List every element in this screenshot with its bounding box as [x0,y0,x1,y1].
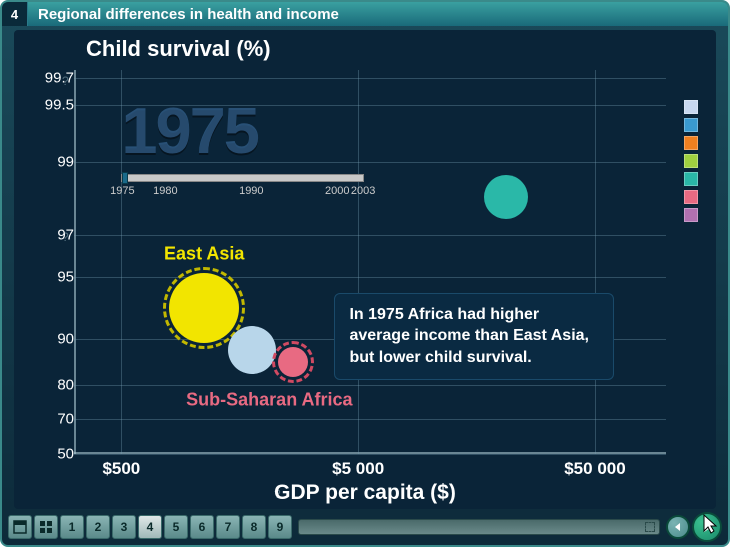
legend-swatch[interactable] [684,172,698,186]
legend-swatch[interactable] [684,190,698,204]
play-button[interactable] [692,512,722,542]
gridline-h [74,78,666,79]
gridline-h [74,454,666,455]
timeline-tick: 2000 [325,185,349,197]
chart-area: Child survival (%) ? ? ? 197519751980199… [14,30,716,509]
y-tick-label: 97 [32,227,74,244]
legend-swatch[interactable] [684,118,698,132]
bubble-pale-blue[interactable] [228,326,276,374]
legend [684,100,698,222]
x-tick-label: $50 000 [564,459,625,479]
timeline-tick: 1975 [110,185,134,197]
slide-title: Regional differences in health and incom… [28,6,339,23]
bubble-teal-region[interactable] [484,175,528,219]
page-button-8[interactable]: 8 [242,515,266,539]
page-button-2[interactable]: 2 [86,515,110,539]
timeline-tick: 2003 [351,185,375,197]
y-tick-label: 99.5 [32,96,74,113]
bubble-east-asia[interactable] [169,273,239,343]
timeline-tick: 1980 [153,185,177,197]
timeline-tick: 1990 [239,185,263,197]
legend-swatch[interactable] [684,100,698,114]
year-timeline[interactable]: 19751980199020002003 [121,174,364,182]
back-button[interactable] [666,515,690,539]
timeline-cursor[interactable] [122,172,128,184]
grid-button[interactable] [34,515,58,539]
timeline-scrubber[interactable] [298,519,660,535]
y-axis-title: Child survival (%) [86,36,271,62]
bubble-label-sub-saharan-africa: Sub-Saharan Africa [186,390,352,411]
bottom-toolbar: 123456789 [6,513,724,541]
x-tick-label: $500 [102,459,140,479]
y-tick-label: 70 [32,411,74,428]
gridline-v [595,70,596,454]
y-tick-label: 99 [32,154,74,171]
y-tick-label: 95 [32,269,74,286]
gridline-h [74,235,666,236]
layout-button[interactable] [8,515,32,539]
gridline-v [358,70,359,454]
y-tick-label: 80 [32,376,74,393]
y-tick-label: 99.7 [32,69,74,86]
page-button-5[interactable]: 5 [164,515,188,539]
slide-number: 4 [2,2,28,26]
page-button-3[interactable]: 3 [112,515,136,539]
x-axis-title: GDP per capita ($) [14,481,716,505]
plot-area[interactable]: 197519751980199020002003East AsiaSub-Sah… [74,70,666,454]
y-axis-line [74,70,76,454]
title-bar: 4 Regional differences in health and inc… [2,2,728,26]
year-display: 1975 [121,93,258,168]
gridline-h [74,419,666,420]
page-button-4[interactable]: 4 [138,515,162,539]
legend-swatch[interactable] [684,136,698,150]
gridline-h [74,385,666,386]
y-tick-label: 50 [32,446,74,463]
page-button-7[interactable]: 7 [216,515,240,539]
legend-swatch[interactable] [684,208,698,222]
bubble-sub-saharan-africa[interactable] [278,347,308,377]
x-tick-label: $5 000 [332,459,384,479]
bubble-label-east-asia: East Asia [164,244,244,265]
page-button-9[interactable]: 9 [268,515,292,539]
y-tick-label: 90 [32,330,74,347]
page-button-1[interactable]: 1 [60,515,84,539]
annotation-box: In 1975 Africa had higher average income… [334,293,614,380]
gridline-h [74,277,666,278]
legend-swatch[interactable] [684,154,698,168]
page-button-6[interactable]: 6 [190,515,214,539]
